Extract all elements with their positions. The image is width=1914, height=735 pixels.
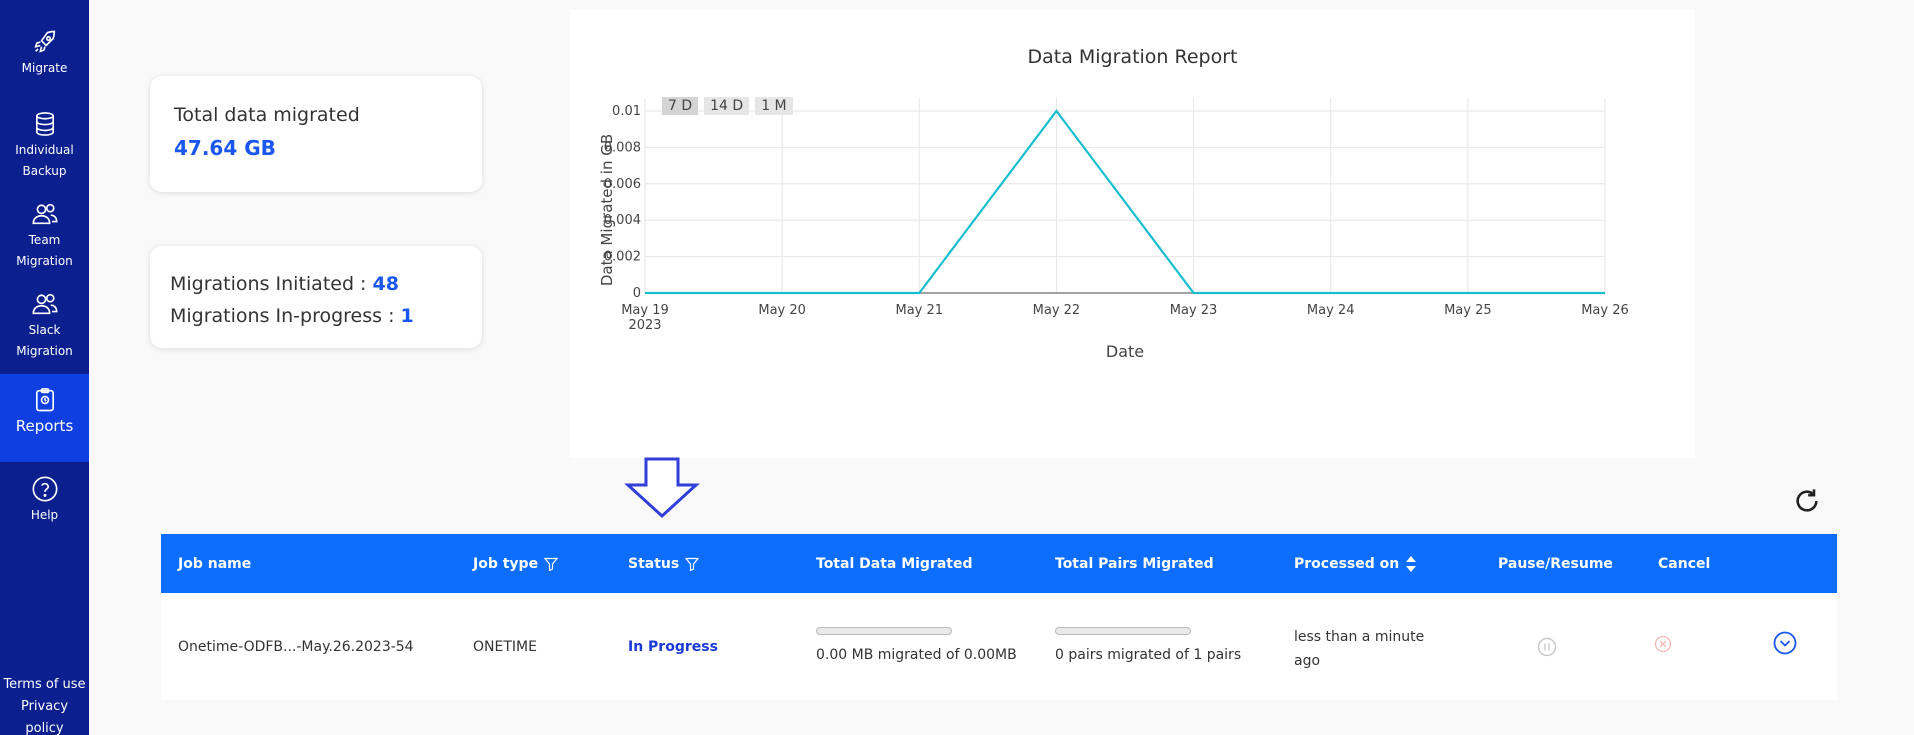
header-cancel: Cancel [1658, 555, 1711, 572]
users-icon [32, 203, 57, 225]
nav-help[interactable]: Help [0, 475, 89, 526]
x-tick-label: May 21 [896, 303, 944, 318]
migration-chart: 0 0.002 0.004 0.006 0.008 0.01 May 19 May 20 May… [570, 10, 1695, 458]
data-migrated-cell: 0.00 MB migrated of 0.00MB [816, 627, 1017, 663]
processed-on-line2: ago [1294, 653, 1321, 669]
nav-reports[interactable]: Reports [0, 374, 89, 462]
table-header: Job name Job type Status Total Data Migr… [161, 534, 1837, 593]
nav-migrate-label: Migrate [21, 61, 68, 75]
filter-icon[interactable] [544, 557, 559, 571]
users-icon [32, 293, 57, 315]
processed-on-cell: less than a minute ago [1294, 625, 1424, 673]
nav-migrate[interactable]: Migrate [0, 28, 89, 79]
terms-link[interactable]: Terms of use [3, 677, 86, 692]
range-14d-button[interactable]: 14 D [704, 97, 750, 115]
y-tick-label: 0.01 [612, 104, 641, 119]
filter-icon[interactable] [685, 557, 700, 571]
series-line [645, 109, 1605, 295]
migrations-inprogress-label: Migrations In-progress : [170, 305, 395, 327]
x-tick-label: May 25 [1444, 303, 1492, 318]
header-status: Status [628, 534, 700, 593]
privacy-link[interactable]: Privacy policy [20, 699, 69, 735]
refresh-icon[interactable] [1793, 487, 1821, 515]
chart-canvas: 0 0.002 0.004 0.006 0.008 0.01 May 19 May 20 May… [598, 98, 1629, 361]
sort-icon[interactable] [1405, 555, 1417, 573]
header-total-data: Total Data Migrated [816, 555, 973, 572]
nav-individual-backup[interactable]: Individual Backup [0, 110, 89, 182]
status-cell: In Progress [628, 639, 718, 655]
y-tick-label: 0.006 [604, 177, 641, 192]
pairs-progress-bar [1055, 627, 1191, 635]
total-data-value: 47.64 GB [174, 136, 276, 160]
migrations-initiated-value: 48 [372, 273, 399, 295]
data-progress-bar [816, 627, 952, 635]
y-tick-label: 0.004 [604, 213, 641, 228]
x-tick-label: May 26 [1581, 303, 1629, 318]
x-axis-title: Date [1106, 342, 1144, 361]
nav-team-migration-label: Team Migration [16, 233, 73, 268]
header-total-pairs: Total Pairs Migrated [1055, 555, 1214, 572]
migrations-initiated: Migrations Initiated : 48 [170, 268, 462, 300]
total-data-label: Total data migrated [174, 104, 360, 126]
rocket-icon [33, 30, 55, 53]
help-circle-icon [32, 476, 57, 502]
nav-slack-migration[interactable]: Slack Migration [0, 290, 89, 362]
expand-row-icon[interactable] [1773, 631, 1797, 655]
table-row: Onetime-ODFB...-May.26.2023-54 ONETIME I… [161, 593, 1837, 700]
nav-slack-migration-label: Slack Migration [16, 323, 73, 358]
y-tick-label: 0.002 [604, 250, 641, 265]
jobs-table: Job name Job type Status Total Data Migr… [161, 534, 1837, 700]
migrations-inprogress-value: 1 [400, 305, 414, 327]
y-tick-label: 0 [633, 286, 641, 301]
clipboard-icon [35, 388, 54, 412]
header-job-type: Job type [473, 534, 559, 593]
nav-individual-backup-label: Individual Backup [15, 143, 74, 178]
data-migrated-text: 0.00 MB migrated of 0.00MB [816, 647, 1017, 663]
nav-help-label: Help [30, 508, 59, 522]
pause-icon[interactable] [1537, 637, 1557, 657]
migrations-inprogress: Migrations In-progress : 1 [170, 300, 462, 332]
x-tick-label: May 22 [1033, 303, 1081, 318]
cancel-icon[interactable] [1654, 635, 1672, 653]
header-job-name: Job name [178, 555, 252, 572]
chart-title: Data Migration Report [1027, 46, 1238, 68]
job-name-cell[interactable]: Onetime-ODFB...-May.26.2023-54 [178, 639, 414, 655]
down-arrow-icon [624, 457, 700, 519]
processed-on-line1: less than a minute [1294, 629, 1425, 645]
migrations-card: Migrations Initiated : 48 Migrations In-… [150, 246, 482, 348]
x-tick-label: May 20 [758, 303, 806, 318]
database-icon [35, 112, 54, 136]
nav-reports-label: Reports [15, 417, 74, 435]
pairs-migrated-cell: 0 pairs migrated of 1 pairs [1055, 627, 1241, 663]
sidebar: Migrate Individual Backup Team Migration… [0, 0, 89, 735]
x-tick-sublabel: 2023 [628, 318, 661, 333]
migrations-initiated-label: Migrations Initiated : [170, 273, 367, 295]
header-processed-on: Processed on [1294, 534, 1417, 593]
range-7d-button[interactable]: 7 D [662, 97, 699, 115]
range-1m-button[interactable]: 1 M [755, 97, 793, 115]
x-tick-label: May 24 [1307, 303, 1355, 318]
job-type-cell: ONETIME [473, 639, 537, 655]
header-pause-resume: Pause/Resume [1498, 555, 1613, 572]
range-selector: 7 D 14 D 1 M [662, 97, 793, 115]
total-data-card: Total data migrated 47.64 GB [150, 76, 482, 192]
x-tick-label: May 23 [1170, 303, 1218, 318]
pairs-migrated-text: 0 pairs migrated of 1 pairs [1055, 647, 1242, 663]
nav-team-migration[interactable]: Team Migration [0, 200, 89, 272]
x-tick-label: May 19 [621, 303, 669, 318]
y-tick-label: 0.008 [604, 140, 641, 155]
y-axis-title: Data Migrated in GB [598, 134, 616, 286]
